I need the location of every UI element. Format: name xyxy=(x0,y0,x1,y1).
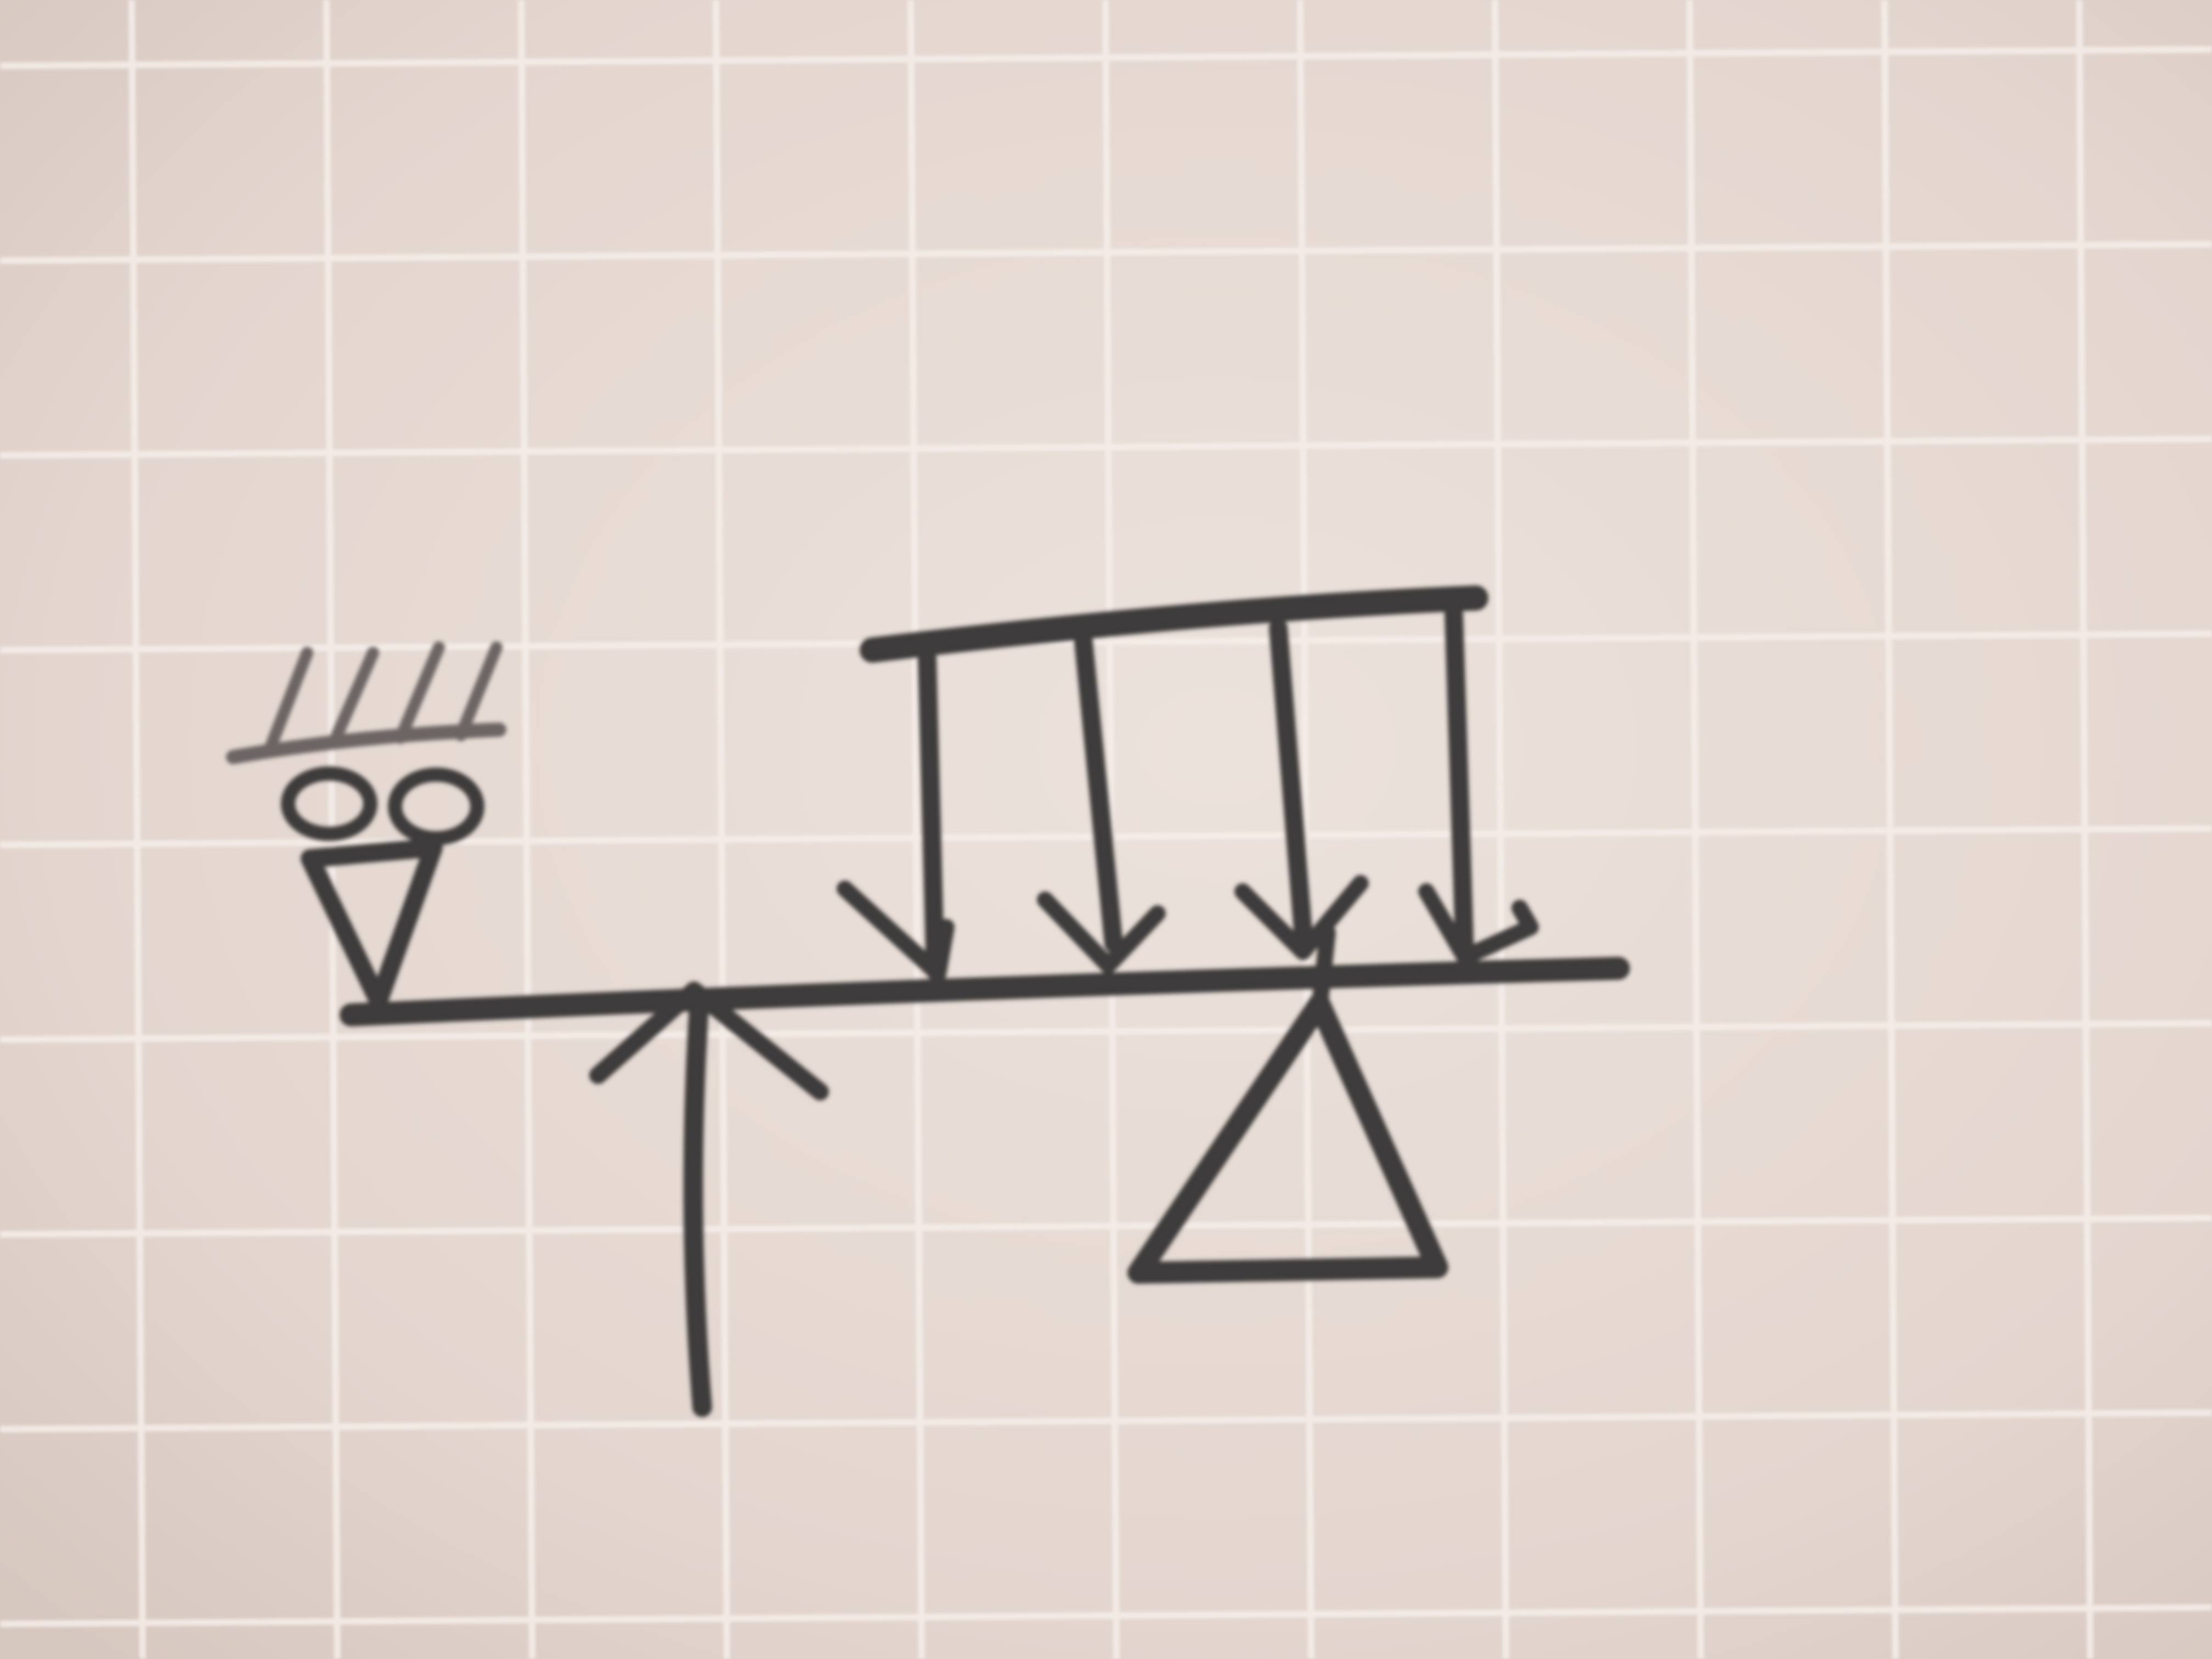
ground-hatching xyxy=(263,641,503,758)
load-arrow-4 xyxy=(1418,605,1539,966)
grid-line-vertical xyxy=(128,0,146,1659)
grid-line-vertical xyxy=(1297,0,1314,1659)
grid-line-vertical xyxy=(907,0,925,1659)
load-arrow-2 xyxy=(1037,633,1166,974)
point-load-upward-arrow xyxy=(589,981,829,1417)
grid-line-horizontal xyxy=(0,436,2212,459)
load-arrow-3 xyxy=(1234,619,1369,960)
left-roller-support xyxy=(226,641,506,1011)
grid-line-horizontal xyxy=(0,1604,2212,1627)
grid-line-horizontal xyxy=(0,1409,2212,1432)
grid-line-horizontal xyxy=(0,1215,2212,1238)
grid-line-vertical xyxy=(1492,0,1509,1659)
grid-line-horizontal xyxy=(0,241,2212,264)
grid-line-vertical xyxy=(713,0,730,1659)
right-pin-support xyxy=(1127,924,1448,1284)
grid-line-horizontal xyxy=(0,46,2212,69)
roller-right xyxy=(388,768,484,845)
beam xyxy=(340,957,1630,1026)
distributed-load-top-line xyxy=(860,585,1488,663)
grid-line-vertical xyxy=(518,0,535,1659)
roller-left xyxy=(281,766,377,841)
distributed-load-arrows xyxy=(837,605,1539,982)
grid-line-horizontal xyxy=(0,1020,2212,1043)
grid-line-horizontal xyxy=(0,630,2212,653)
load-arrow-1 xyxy=(837,649,955,982)
